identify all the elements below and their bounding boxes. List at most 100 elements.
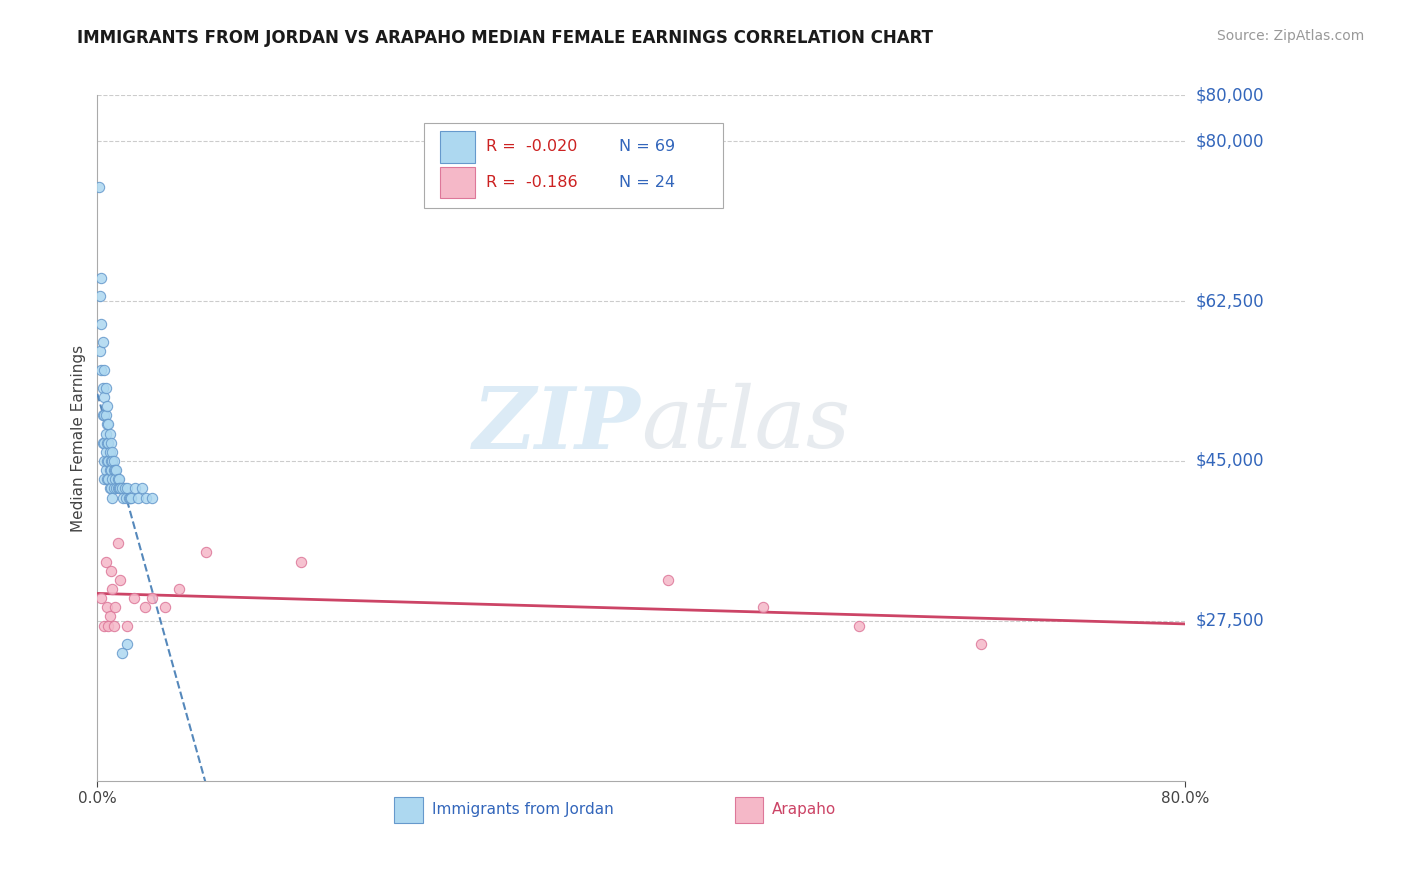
Point — [117, 482, 139, 496]
Point — [120, 491, 142, 505]
Point — [107, 536, 129, 550]
Point — [141, 591, 163, 606]
Point — [89, 344, 111, 359]
Point — [117, 637, 139, 651]
Point — [91, 381, 114, 395]
Point — [96, 417, 118, 432]
Text: R =  -0.186: R = -0.186 — [485, 175, 578, 190]
Point — [94, 381, 117, 395]
Point — [290, 555, 312, 569]
Point — [97, 435, 120, 450]
Point — [101, 445, 124, 459]
Point — [97, 417, 120, 432]
Point — [124, 482, 146, 496]
Point — [94, 555, 117, 569]
Text: ZIP: ZIP — [474, 383, 641, 467]
Point — [108, 482, 131, 496]
Point — [90, 317, 112, 331]
Point — [90, 591, 112, 606]
Point — [131, 482, 153, 496]
Point — [970, 637, 993, 651]
Point — [110, 482, 132, 496]
Text: $45,000: $45,000 — [1197, 452, 1264, 470]
Point — [118, 491, 141, 505]
Point — [657, 573, 679, 587]
Text: IMMIGRANTS FROM JORDAN VS ARAPAHO MEDIAN FEMALE EARNINGS CORRELATION CHART: IMMIGRANTS FROM JORDAN VS ARAPAHO MEDIAN… — [77, 29, 934, 46]
Y-axis label: Median Female Earnings: Median Female Earnings — [72, 344, 86, 532]
Point — [93, 454, 115, 468]
Point — [127, 491, 149, 505]
Point — [98, 463, 121, 477]
Point — [167, 582, 190, 596]
FancyBboxPatch shape — [735, 797, 763, 823]
Point — [104, 463, 127, 477]
Text: $80,000: $80,000 — [1197, 132, 1264, 150]
Point — [112, 491, 135, 505]
Point — [105, 482, 128, 496]
Text: $80,000: $80,000 — [1197, 87, 1264, 104]
Point — [96, 399, 118, 413]
Text: N = 24: N = 24 — [620, 175, 675, 190]
FancyBboxPatch shape — [394, 797, 423, 823]
FancyBboxPatch shape — [440, 167, 475, 198]
Point — [100, 435, 122, 450]
Point — [87, 179, 110, 194]
Point — [94, 409, 117, 423]
Point — [94, 463, 117, 477]
Point — [98, 609, 121, 624]
Point — [96, 472, 118, 486]
Point — [94, 445, 117, 459]
Point — [101, 454, 124, 468]
FancyBboxPatch shape — [440, 131, 475, 162]
Point — [101, 491, 124, 505]
Point — [115, 491, 138, 505]
Point — [134, 600, 156, 615]
Point — [97, 454, 120, 468]
Text: $27,500: $27,500 — [1197, 612, 1264, 630]
Point — [110, 573, 132, 587]
Point — [848, 618, 870, 632]
Point — [93, 390, 115, 404]
Point — [117, 491, 139, 505]
Text: $62,500: $62,500 — [1197, 292, 1264, 310]
Text: N = 69: N = 69 — [620, 139, 675, 154]
Point — [100, 454, 122, 468]
Point — [98, 445, 121, 459]
Point — [93, 362, 115, 376]
Point — [96, 454, 118, 468]
Point — [107, 472, 129, 486]
Point — [93, 435, 115, 450]
Point — [103, 618, 125, 632]
Point — [91, 335, 114, 350]
Text: R =  -0.020: R = -0.020 — [485, 139, 576, 154]
Point — [141, 491, 163, 505]
Point — [93, 409, 115, 423]
Point — [114, 482, 136, 496]
Point — [97, 472, 120, 486]
Point — [90, 362, 112, 376]
Point — [105, 463, 128, 477]
Point — [135, 491, 157, 505]
Point — [117, 618, 139, 632]
Text: Arapaho: Arapaho — [772, 802, 837, 817]
Point — [111, 646, 134, 660]
Point — [111, 482, 134, 496]
Point — [96, 600, 118, 615]
Point — [752, 600, 775, 615]
Point — [195, 545, 218, 559]
Point — [107, 482, 129, 496]
Point — [94, 426, 117, 441]
Point — [101, 472, 124, 486]
Point — [108, 472, 131, 486]
Point — [122, 591, 145, 606]
Point — [155, 600, 177, 615]
Text: Immigrants from Jordan: Immigrants from Jordan — [432, 802, 614, 817]
Point — [103, 482, 125, 496]
Point — [90, 271, 112, 285]
Point — [98, 426, 121, 441]
Point — [100, 463, 122, 477]
Point — [103, 454, 125, 468]
Point — [93, 472, 115, 486]
Point — [104, 600, 127, 615]
Point — [89, 289, 111, 303]
